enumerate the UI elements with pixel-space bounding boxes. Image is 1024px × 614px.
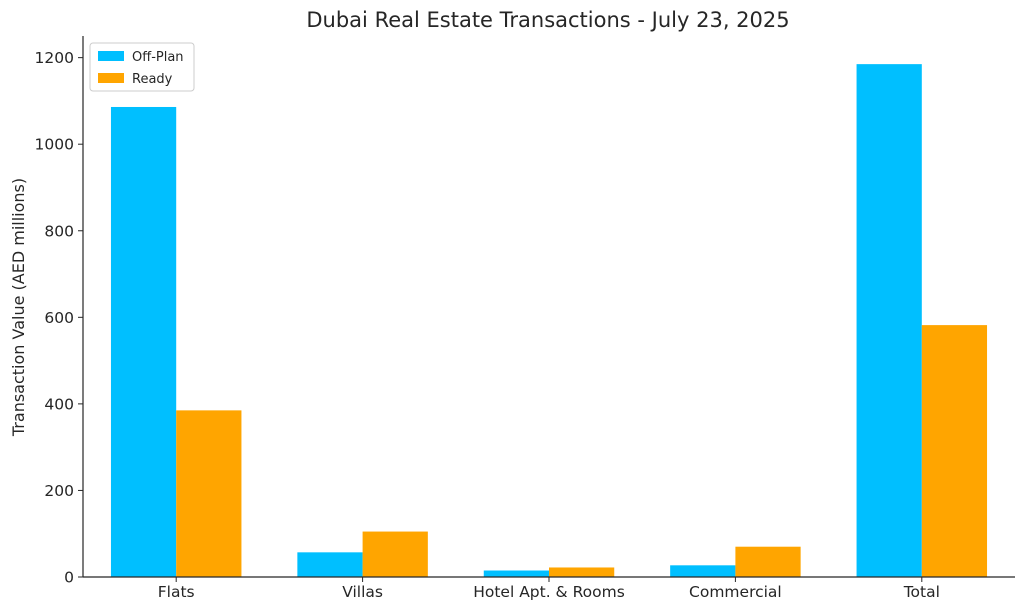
x-tick-label: Flats	[158, 583, 195, 601]
bar-off-plan-flats	[110, 106, 177, 578]
chart-title: Dubai Real Estate Transactions - July 23…	[306, 8, 789, 32]
bar-off-plan-total	[856, 64, 922, 577]
legend-label: Off-Plan	[132, 50, 184, 65]
bar-off-plan-villas	[297, 552, 363, 577]
y-tick-label: 400	[44, 395, 74, 413]
x-tick-label: Villas	[342, 583, 383, 601]
bar-ready-villas	[362, 531, 428, 577]
bar-ready-flats	[176, 410, 242, 577]
bar-off-plan-commercial	[670, 565, 736, 577]
bar-off-plan-hotel-apt-rooms	[483, 570, 549, 577]
y-tick-label: 800	[44, 222, 74, 240]
y-tick-label: 0	[64, 569, 74, 587]
x-tick-label: Hotel Apt. & Rooms	[473, 583, 625, 601]
y-axis-label: Transaction Value (AED millions)	[9, 178, 28, 437]
bar-ready-commercial	[735, 546, 801, 577]
legend: Off-Plan Ready	[89, 42, 195, 92]
legend-swatch	[98, 73, 124, 83]
legend-label: Ready	[132, 72, 173, 87]
bar-ready-hotel-apt-rooms	[549, 567, 615, 577]
y-tick-label: 1000	[35, 136, 74, 154]
y-tick-label: 1200	[35, 49, 74, 67]
y-tick-label: 200	[44, 482, 74, 500]
x-tick-label: Total	[903, 583, 940, 601]
y-tick-label: 600	[44, 309, 74, 327]
bar-ready-total	[921, 325, 988, 577]
x-tick-label: Commercial	[689, 583, 782, 601]
plot-area: 0 200 400 600 800 1000 1200 Flats Villas Hotel Ap…	[35, 36, 1015, 601]
legend-swatch	[98, 51, 124, 61]
